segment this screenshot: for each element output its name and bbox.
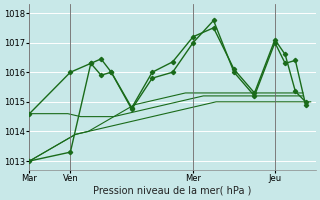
X-axis label: Pression niveau de la mer( hPa ): Pression niveau de la mer( hPa ) (93, 186, 252, 196)
